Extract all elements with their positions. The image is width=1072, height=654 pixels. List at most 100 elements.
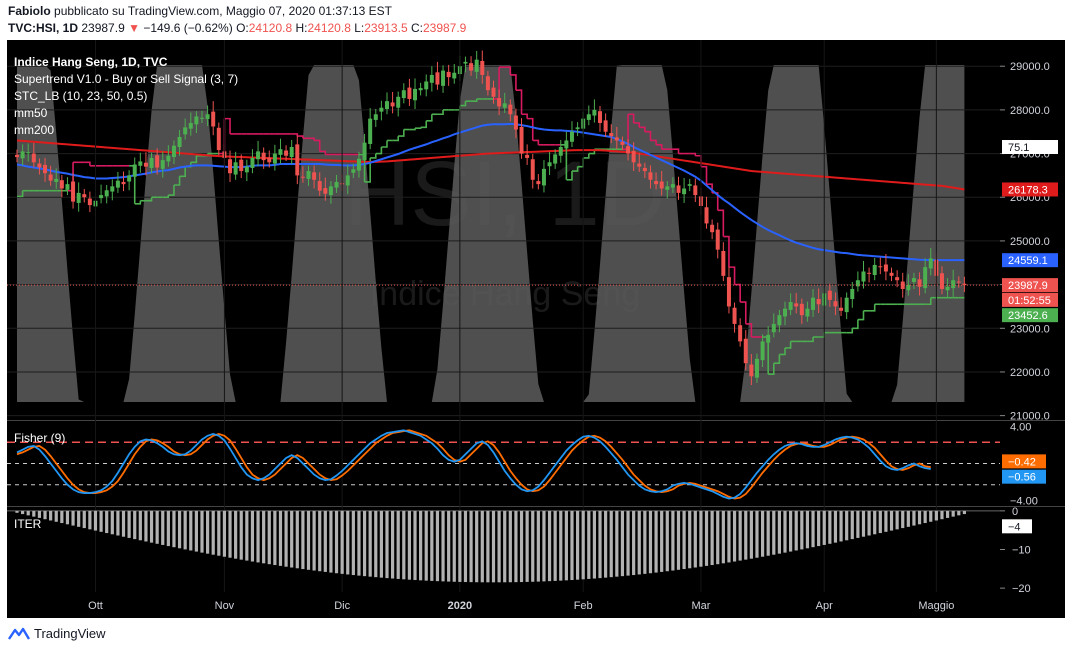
iter-bar	[744, 510, 748, 560]
candle-body	[665, 186, 670, 190]
candle-body	[199, 117, 204, 119]
iter-bar	[278, 510, 283, 566]
iter-bar	[800, 510, 804, 550]
supertrend-segment	[437, 109, 444, 116]
iter-bar	[306, 510, 311, 570]
supertrend-segment	[583, 153, 590, 159]
candle-body	[87, 198, 92, 206]
iter-bar	[632, 510, 636, 576]
iter-bar	[475, 510, 479, 583]
candle-body	[328, 186, 333, 196]
iter-bar	[284, 510, 288, 567]
supertrend-segment	[925, 297, 932, 306]
candle-body	[441, 70, 446, 86]
iter-bar	[547, 510, 552, 582]
supertrend-segment	[773, 354, 781, 365]
candle-body	[799, 303, 804, 316]
fisher-trigger-line	[16, 429, 931, 500]
supertrend-segment	[84, 161, 91, 166]
iter-bar	[32, 510, 36, 517]
iter-bar	[559, 510, 563, 581]
iter-bar	[850, 510, 854, 540]
supertrend-segment	[392, 136, 399, 142]
candle-body	[558, 147, 563, 156]
candle-body	[396, 96, 401, 108]
candle-body	[65, 184, 70, 190]
candle-body	[132, 164, 137, 177]
candle-body	[379, 107, 384, 112]
candle-body	[614, 137, 619, 141]
candle-body	[575, 127, 580, 130]
candle-body	[939, 273, 944, 289]
supertrend-segment	[779, 347, 786, 356]
supertrend-segment	[700, 165, 708, 185]
iter-bar	[760, 510, 765, 557]
candle-body	[547, 162, 552, 167]
time-axis	[7, 592, 1065, 618]
down-arrow-icon: ▼	[128, 21, 140, 35]
supertrend-segment	[633, 122, 641, 128]
iter-bar	[144, 510, 148, 542]
iter-bar	[379, 510, 383, 578]
iter-bar	[161, 510, 165, 545]
iter-bar	[738, 510, 742, 561]
price-tick-label: 23000.0	[1010, 323, 1050, 335]
iter-bar	[183, 510, 187, 550]
legend-stc[interactable]: STC_LB (10, 23, 50, 0.5)	[14, 89, 148, 103]
iter-bar	[43, 510, 47, 520]
open-label: O:	[236, 21, 249, 35]
iter-bar	[133, 510, 137, 540]
iter-bar	[245, 510, 249, 561]
iter-bar	[105, 510, 109, 534]
iter-bar	[531, 510, 535, 582]
legend-iter[interactable]: ITER	[14, 517, 42, 531]
legend-supertrend[interactable]: Supertrend V1.0 - Buy or Sell Signal (3,…	[14, 72, 239, 86]
iter-bar	[463, 510, 468, 583]
supertrend-segment	[415, 127, 422, 130]
candle-body	[362, 142, 367, 161]
legend-fisher[interactable]: Fisher (9)	[14, 431, 66, 445]
price-scale-badge	[1002, 278, 1058, 293]
candle-body	[104, 190, 109, 197]
iter-bar	[239, 510, 243, 560]
iter-tick-label: −20	[1012, 583, 1031, 595]
supertrend-segment	[510, 74, 517, 91]
candle-body	[463, 61, 468, 64]
iter-bar	[82, 510, 86, 529]
candle-body	[508, 104, 513, 115]
iter-bar	[615, 510, 619, 577]
stc-area	[17, 65, 965, 402]
candle-body	[951, 280, 956, 289]
iter-bar	[88, 510, 92, 530]
candle-body	[317, 181, 322, 191]
candle-body	[878, 266, 883, 268]
candle-body	[110, 186, 115, 192]
legend-title[interactable]: Indice Hang Seng, 1D, TVC	[14, 55, 168, 69]
candle-body	[682, 188, 687, 195]
iter-bar	[564, 510, 568, 581]
iter-bar	[374, 510, 378, 578]
iter-bar	[710, 510, 714, 566]
candle-body	[295, 144, 300, 176]
iter-bar	[895, 510, 899, 530]
iter-bar	[138, 510, 142, 541]
candle-body	[188, 122, 193, 129]
iter-bar	[699, 510, 703, 567]
supertrend-segment	[145, 197, 153, 202]
candle-body	[670, 184, 675, 188]
tradingview-logo[interactable]: TradingView	[8, 626, 106, 641]
candle-body	[15, 154, 19, 158]
iter-bar	[789, 510, 793, 552]
legend-mm200[interactable]: mm200	[14, 123, 55, 137]
fisher-line	[16, 429, 931, 500]
legend-mm50[interactable]: mm50	[14, 106, 48, 120]
supertrend-segment	[364, 157, 371, 183]
iter-bar	[116, 510, 120, 536]
supertrend-segment	[672, 148, 680, 154]
candle-body	[121, 181, 126, 185]
candle-body	[138, 161, 143, 166]
iter-bar	[553, 510, 557, 581]
candle-body	[205, 114, 210, 120]
candle-body	[284, 150, 289, 156]
iter-bar	[643, 510, 647, 574]
